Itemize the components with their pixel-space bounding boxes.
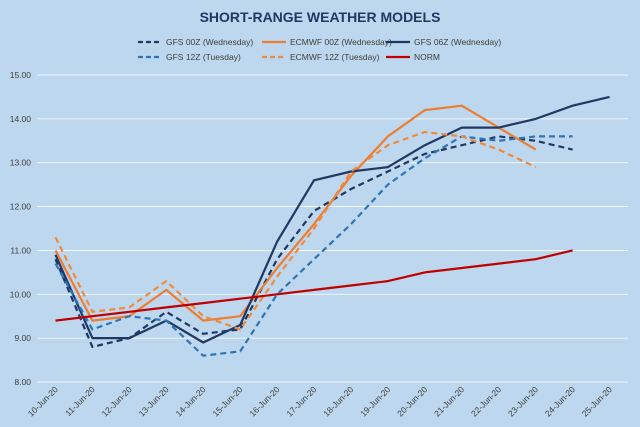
legend-label-4: ECMWF 12Z (Tuesday) xyxy=(290,52,380,62)
series-line-5 xyxy=(55,249,573,322)
series-group xyxy=(54,95,610,357)
legend-label-1: ECMWF 00Z (Wednesday) xyxy=(290,37,392,47)
legend-label-2: GFS 06Z (Wednesday) xyxy=(414,37,501,47)
y-tick-label: 8.00 xyxy=(14,377,31,387)
y-axis: 15.00 14.00 13.00 12.00 11.00 10.00 9.00 8.00 xyxy=(10,70,32,387)
y-tick-label: 9.00 xyxy=(14,333,31,343)
series-line-2 xyxy=(54,95,610,344)
series-line-4 xyxy=(54,130,537,331)
y-tick-label: 15.00 xyxy=(10,70,32,80)
y-tick-label: 13.00 xyxy=(10,158,32,168)
chart-title: SHORT-RANGE WEATHER MODELS xyxy=(200,9,441,25)
legend-label-3: GFS 12Z (Tuesday) xyxy=(166,52,241,62)
y-tick-label: 14.00 xyxy=(10,114,32,124)
legend: GFS 00Z (Wednesday) ECMWF 00Z (Wednesday)… xyxy=(138,37,501,62)
legend-label-5: NORM xyxy=(414,52,440,62)
y-tick-label: 12.00 xyxy=(10,202,32,212)
legend-label-0: GFS 00Z (Wednesday) xyxy=(166,37,253,47)
grid xyxy=(37,74,628,383)
y-tick-label: 11.00 xyxy=(10,245,31,255)
y-tick-label: 10.00 xyxy=(10,289,32,299)
